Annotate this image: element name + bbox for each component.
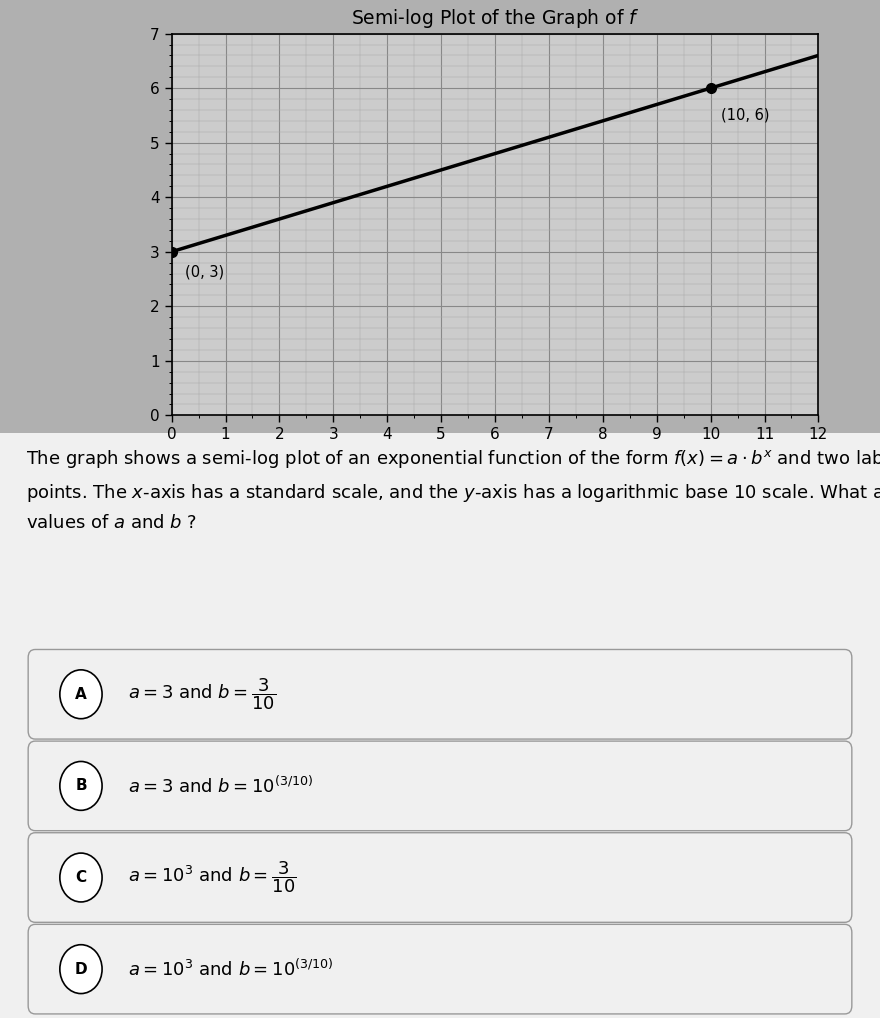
- Text: B: B: [75, 779, 87, 793]
- Title: Semi-log Plot of the Graph of $f$: Semi-log Plot of the Graph of $f$: [350, 7, 640, 30]
- Text: $a = 10^3$ and $b = \dfrac{3}{10}$: $a = 10^3$ and $b = \dfrac{3}{10}$: [128, 859, 296, 896]
- Text: $a = 10^3$ and $b = 10^{(3/10)}$: $a = 10^3$ and $b = 10^{(3/10)}$: [128, 959, 334, 979]
- Text: The graph shows a semi-log plot of an exponential function of the form $f(x) = a: The graph shows a semi-log plot of an ex…: [26, 448, 880, 532]
- Text: C: C: [76, 870, 86, 885]
- Text: $a = 3$ and $b = \dfrac{3}{10}$: $a = 3$ and $b = \dfrac{3}{10}$: [128, 676, 276, 713]
- Text: D: D: [75, 962, 87, 976]
- Text: $a = 3$ and $b = 10^{(3/10)}$: $a = 3$ and $b = 10^{(3/10)}$: [128, 776, 313, 796]
- Text: A: A: [75, 687, 87, 701]
- Text: (10, 6): (10, 6): [722, 108, 770, 123]
- Text: (0, 3): (0, 3): [185, 265, 224, 279]
